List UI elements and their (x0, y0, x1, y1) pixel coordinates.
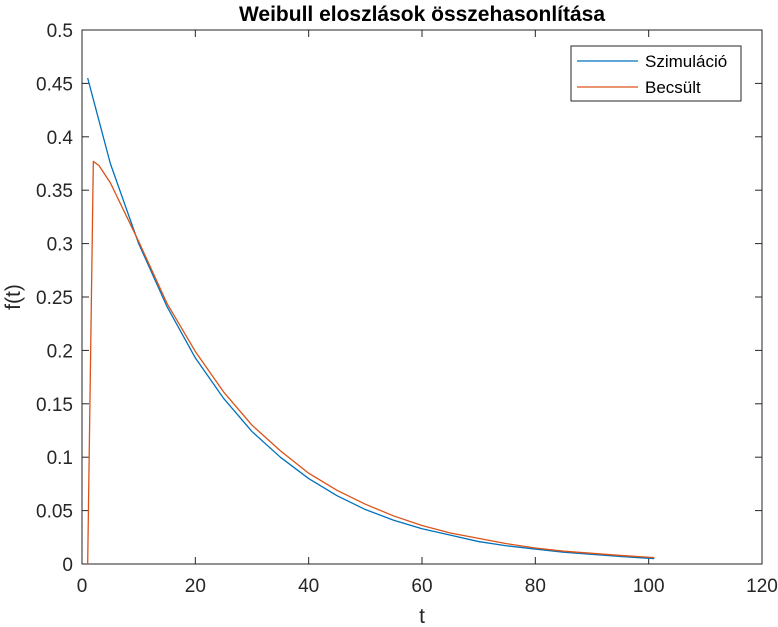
x-tick-label: 40 (298, 576, 319, 597)
series-line-szimulacio (87, 77, 655, 560)
plot-area (81, 29, 763, 565)
y-tick-label: 0.1 (47, 448, 73, 469)
legend-label-becsult: Becsült (645, 78, 701, 97)
y-tick-label: 0 (62, 555, 73, 576)
y-tick-label: 0.05 (36, 502, 73, 523)
lines-layer (87, 77, 655, 565)
y-tick-label: 0.15 (36, 395, 73, 416)
ticks-layer: 0 20 40 60 80 100 120 0 0.05 0.1 0.15 0.2 0.25 0.3 0.3… (36, 21, 778, 597)
chart-title: Weibull eloszlások összehasonlítása (239, 3, 605, 26)
legend: Szimuláció Becsült (570, 45, 742, 102)
y-tick-label: 0.45 (36, 74, 73, 95)
y-tick-label: 0.5 (47, 21, 73, 42)
y-axis-label: f(t) (2, 284, 25, 310)
x-tick-label: 100 (633, 576, 665, 597)
y-tick-label: 0.4 (47, 128, 74, 149)
x-tick-label: 60 (411, 576, 432, 597)
y-tick-label: 0.25 (36, 288, 73, 309)
y-tick-label: 0.3 (47, 235, 73, 256)
x-tick-label: 80 (525, 576, 546, 597)
x-tick-label: 20 (185, 576, 206, 597)
x-tick-label: 0 (77, 576, 88, 597)
series-line-becsult (87, 160, 655, 565)
legend-label-szimulacio: Szimuláció (645, 52, 727, 71)
y-tick-label: 0.2 (47, 341, 73, 362)
legend-box (570, 45, 742, 102)
x-tick-label: 120 (746, 576, 778, 597)
x-axis-label: t (419, 605, 425, 627)
y-tick-label: 0.35 (36, 181, 73, 202)
